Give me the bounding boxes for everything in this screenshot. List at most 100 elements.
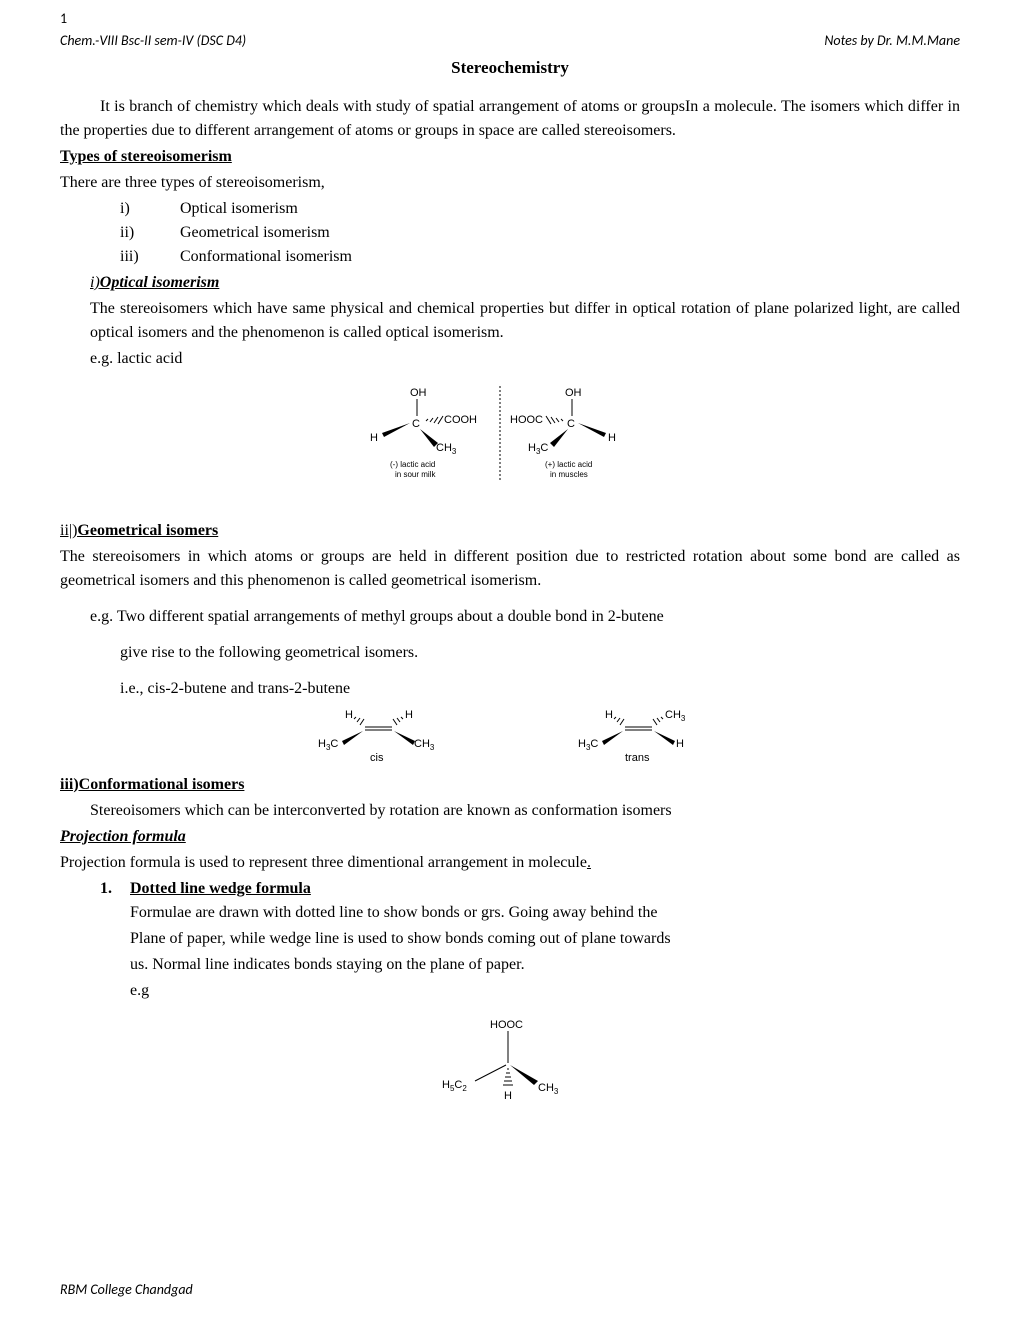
types-list: i)Optical isomerism ii)Geometrical isome… bbox=[120, 197, 960, 269]
svg-text: HOOC bbox=[510, 414, 543, 426]
svg-text: CH3 bbox=[665, 709, 686, 723]
list-item: ii)Geometrical isomerism bbox=[120, 221, 960, 245]
geom-body: The stereoisomers in which atoms or grou… bbox=[60, 545, 960, 593]
svg-hash bbox=[426, 416, 443, 424]
svg-wedge bbox=[510, 1065, 538, 1085]
list-item: iii)Conformational isomerism bbox=[120, 245, 960, 269]
optical-heading: i)Optical isomerism bbox=[90, 271, 960, 295]
geom-prefix: ii|) bbox=[60, 522, 77, 539]
svg-line bbox=[475, 1065, 506, 1081]
svg-wedge bbox=[342, 731, 363, 745]
dotted-section: 1. Dotted line wedge formula bbox=[100, 877, 960, 901]
butene-figures: H H H3C CH3 cis H CH3 H3C H trans bbox=[60, 703, 960, 773]
geom-eg2: give rise to the following geometrical i… bbox=[120, 641, 960, 665]
svg-text: H3C bbox=[528, 442, 548, 456]
svg-text: CH3 bbox=[436, 442, 457, 456]
proj-body: Projection formula is used to represent … bbox=[60, 851, 960, 875]
svg-caption: (-) lactic acid bbox=[390, 460, 435, 469]
svg-text: H bbox=[405, 709, 413, 721]
svg-hash bbox=[653, 717, 663, 725]
svg-wedge bbox=[382, 423, 410, 437]
dotted-heading: Dotted line wedge formula bbox=[130, 877, 311, 901]
svg-text: H bbox=[504, 1090, 512, 1102]
intro-paragraph: It is branch of chemistry which deals wi… bbox=[60, 95, 960, 143]
svg-text: H5C2 bbox=[442, 1079, 467, 1093]
svg-text: H bbox=[608, 432, 616, 444]
svg-hash bbox=[614, 717, 624, 725]
geom-eg1: e.g. Two different spatial arrangements … bbox=[90, 605, 960, 629]
header-right: Notes by Dr. M.M.Mane bbox=[824, 30, 960, 51]
svg-caption: trans bbox=[625, 752, 650, 764]
types-intro: There are three types of stereoisomerism… bbox=[60, 171, 960, 195]
svg-text: CH3 bbox=[538, 1082, 559, 1096]
proj-dot: . bbox=[587, 854, 591, 871]
svg-wedge bbox=[602, 731, 623, 745]
header-row: Chem.-VIII Bsc-II sem-IV (DSC D4) Notes … bbox=[60, 30, 960, 51]
svg-text: H3C bbox=[318, 738, 338, 752]
list-num: ii) bbox=[120, 221, 180, 245]
conf-heading-text: iii)Conformational isomers bbox=[60, 776, 244, 793]
svg-hash bbox=[393, 717, 403, 725]
geom-heading-text: Geometrical isomers bbox=[77, 522, 218, 539]
page-number: 1 bbox=[60, 8, 67, 29]
svg-text: H bbox=[370, 432, 378, 444]
svg-text: C bbox=[567, 418, 575, 430]
dotted-l1: Formulae are drawn with dotted line to s… bbox=[130, 901, 960, 925]
svg-caption: cis bbox=[370, 752, 384, 764]
svg-hash bbox=[503, 1069, 513, 1085]
types-heading-text: Types of stereoisomerism bbox=[60, 148, 232, 165]
optical-heading-text: Optical isomerism bbox=[100, 274, 220, 291]
svg-wedge bbox=[578, 423, 606, 437]
lactic-acid-figure: OH C H COOH CH3 (-) lactic acid in sour … bbox=[60, 381, 960, 509]
geom-eg3: i.e., cis-2-butene and trans-2-butene bbox=[120, 677, 960, 701]
svg-text: H bbox=[605, 709, 613, 721]
proj-heading: Projection formula bbox=[60, 825, 960, 849]
wedge-svg: HOOC H5C2 CH3 H bbox=[430, 1013, 590, 1113]
svg-wedge bbox=[550, 429, 568, 447]
svg-wedge bbox=[654, 731, 675, 745]
list-num: i) bbox=[120, 197, 180, 221]
optical-body: The stereoisomers which have same physic… bbox=[90, 297, 960, 345]
svg-text: HOOC bbox=[490, 1019, 523, 1031]
svg-caption: in muscles bbox=[550, 470, 588, 479]
list-label: Optical isomerism bbox=[180, 197, 298, 221]
svg-wedge bbox=[394, 731, 415, 745]
svg-text: H bbox=[676, 738, 684, 750]
svg-hash bbox=[546, 416, 563, 424]
svg-text: CH3 bbox=[414, 738, 435, 752]
dotted-num: 1. bbox=[100, 877, 130, 901]
proj-body-text: Projection formula is used to represent … bbox=[60, 854, 587, 871]
wedge-figure: HOOC H5C2 CH3 H bbox=[60, 1013, 960, 1121]
conf-body: Stereoisomers which can be interconverte… bbox=[90, 799, 960, 823]
svg-text: OH bbox=[410, 387, 427, 399]
dotted-l3: us. Normal line indicates bonds staying … bbox=[130, 953, 960, 977]
svg-text: H bbox=[345, 709, 353, 721]
geom-examples: e.g. Two different spatial arrangements … bbox=[90, 605, 960, 701]
optical-prefix: i) bbox=[90, 274, 100, 291]
trans-svg: H CH3 H3C H trans bbox=[570, 703, 710, 773]
page-title: Stereochemistry bbox=[60, 55, 960, 81]
list-item: i)Optical isomerism bbox=[120, 197, 960, 221]
optical-eg: e.g. lactic acid bbox=[90, 347, 960, 371]
svg-text: COOH bbox=[444, 414, 477, 426]
svg-text: OH bbox=[565, 387, 582, 399]
svg-caption: in sour milk bbox=[395, 470, 436, 479]
list-num: iii) bbox=[120, 245, 180, 269]
lactic-svg: OH C H COOH CH3 (-) lactic acid in sour … bbox=[350, 381, 670, 501]
proj-heading-text: Projection formula bbox=[60, 828, 186, 845]
types-heading: Types of stereoisomerism bbox=[60, 145, 960, 169]
list-label: Conformational isomerism bbox=[180, 245, 352, 269]
svg-caption: (+) lactic acid bbox=[545, 460, 592, 469]
dotted-l2: Plane of paper, while wedge line is used… bbox=[130, 927, 960, 951]
svg-hash bbox=[354, 717, 364, 725]
dotted-eg: e.g bbox=[130, 979, 960, 1003]
footer: RBM College Chandgad bbox=[60, 1279, 193, 1300]
geom-heading: ii|)Geometrical isomers bbox=[60, 519, 960, 543]
list-label: Geometrical isomerism bbox=[180, 221, 330, 245]
conf-heading: iii)Conformational isomers bbox=[60, 773, 960, 797]
svg-text: C bbox=[412, 418, 420, 430]
svg-text: H3C bbox=[578, 738, 598, 752]
cis-svg: H H H3C CH3 cis bbox=[310, 703, 450, 773]
header-left: Chem.-VIII Bsc-II sem-IV (DSC D4) bbox=[60, 30, 246, 51]
optical-section: i)Optical isomerism The stereoisomers wh… bbox=[90, 271, 960, 371]
